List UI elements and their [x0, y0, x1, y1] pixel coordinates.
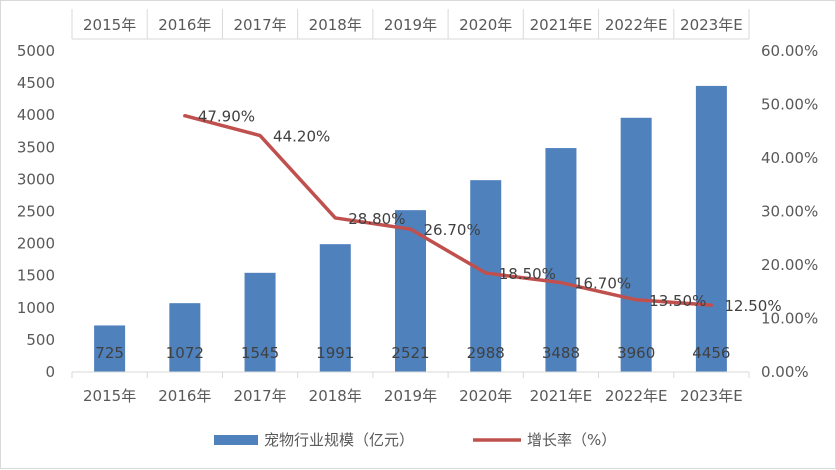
top-category-label: 2018年 [309, 16, 362, 34]
bar [169, 303, 201, 372]
bar-value-label: 4456 [692, 344, 730, 362]
line-value-label: 26.70% [424, 221, 481, 239]
legend-bar-label: 宠物行业规模（亿元） [264, 431, 414, 449]
y-axis-right-tick-label: 0.00% [761, 363, 809, 381]
x-axis-category-label: 2022年E [605, 387, 668, 405]
bar-value-label: 725 [95, 344, 124, 362]
bar [244, 272, 276, 372]
y-axis-left-tick-label: 4500 [17, 74, 55, 92]
top-category-label: 2023年E [680, 16, 743, 34]
y-axis-right-tick-label: 30.00% [761, 203, 818, 221]
y-axis-right-tick-label: 50.00% [761, 96, 818, 114]
x-axis-category-label: 2019年 [384, 387, 437, 405]
bar-value-label: 2988 [467, 344, 505, 362]
growth-rate-line [183, 113, 714, 307]
top-category-label: 2020年 [459, 16, 512, 34]
bar-value-label: 1545 [241, 344, 279, 362]
y-axis-left-tick-label: 5000 [17, 42, 55, 60]
y-axis-left-tick-label: 1500 [17, 267, 55, 285]
y-axis-left-tick-label: 2000 [17, 235, 55, 253]
legend-bar-swatch [214, 435, 258, 445]
bar-value-label: 1991 [316, 344, 354, 362]
line-value-label: 12.50% [724, 297, 781, 315]
bar-value-label: 2521 [391, 344, 429, 362]
y-axis-right-tick-label: 60.00% [761, 42, 818, 60]
line-value-label: 28.80% [348, 210, 405, 228]
bar [695, 85, 727, 372]
line-value-label: 18.50% [499, 265, 556, 283]
x-axis-category-label: 2017年 [233, 387, 286, 405]
top-category-label: 2015年 [83, 16, 136, 34]
bar [94, 325, 126, 372]
x-axis-category-label: 2018年 [309, 387, 362, 405]
y-axis-left-tick-label: 2500 [17, 203, 55, 221]
legend-line-label: 增长率（%） [527, 431, 616, 449]
line-value-label: 13.50% [649, 292, 706, 310]
bar-value-label: 1072 [166, 344, 204, 362]
x-axis-category-label: 2020年 [459, 387, 512, 405]
x-axis-category-label: 2023年E [680, 387, 743, 405]
bar-value-label: 3960 [617, 344, 655, 362]
line-value-label: 16.70% [574, 275, 631, 293]
y-axis-right-tick-label: 40.00% [761, 149, 818, 167]
bar [545, 148, 577, 372]
top-category-label: 2022年E [605, 16, 668, 34]
top-category-label: 2017年 [233, 16, 286, 34]
line-value-label: 47.90% [198, 108, 255, 126]
x-axis-category-label: 2016年 [158, 387, 211, 405]
bar [620, 117, 652, 372]
y-axis-left-tick-label: 0 [45, 363, 55, 381]
top-category-label: 2016年 [158, 16, 211, 34]
y-axis-left-tick-label: 3000 [17, 170, 55, 188]
bar-value-label: 3488 [542, 344, 580, 362]
line-value-label: 44.20% [273, 128, 330, 146]
y-axis-left-tick-label: 3500 [17, 138, 55, 156]
top-category-label: 2021年E [530, 16, 593, 34]
y-axis-right-tick-label: 20.00% [761, 256, 818, 274]
y-axis-right-tick-label: 10.00% [761, 310, 818, 328]
y-axis-left-tick-label: 500 [26, 331, 55, 349]
x-axis-category-label: 2021年E [530, 387, 593, 405]
x-axis-category-label: 2015年 [83, 387, 136, 405]
top-category-label: 2019年 [384, 16, 437, 34]
y-axis-left-tick-label: 4000 [17, 106, 55, 124]
y-axis-left-tick-label: 1000 [17, 299, 55, 317]
bar [319, 244, 351, 372]
